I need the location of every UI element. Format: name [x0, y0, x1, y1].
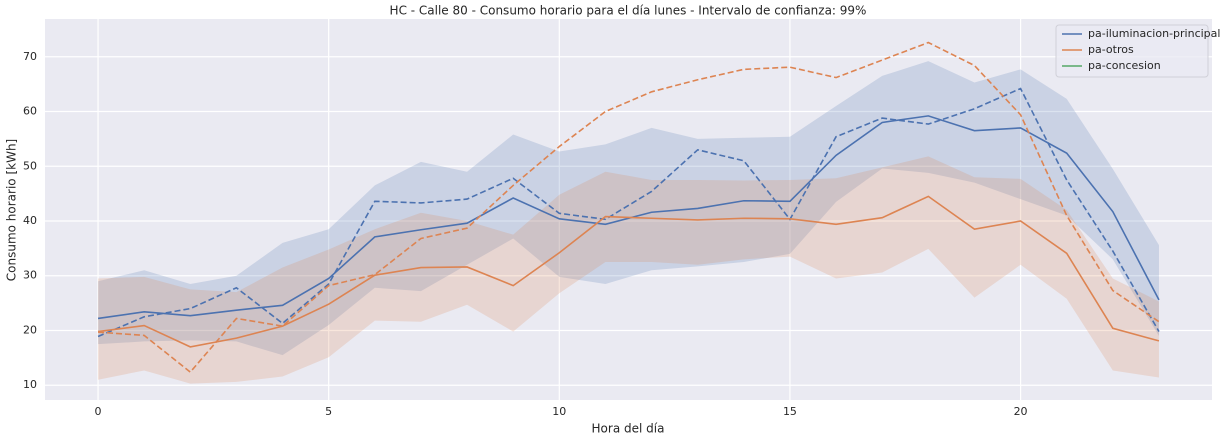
y-tick-label: 30 [23, 269, 37, 282]
x-axis-label: Hora del día [592, 422, 665, 436]
line [97, 115, 1160, 320]
y-tick-label: 70 [23, 50, 37, 63]
legend: pa-iluminacion-principal pa-otros pa-conce… [1055, 24, 1220, 78]
legend-label: pa-concesion [1088, 59, 1161, 72]
x-tick-label: 20 [1014, 405, 1028, 418]
x-tick-label: 10 [552, 405, 566, 418]
y-tick-label: 60 [23, 105, 37, 118]
x-tick-label: 0 [95, 405, 102, 418]
y-tick-label: 20 [23, 323, 37, 336]
y-tick-label: 10 [23, 378, 37, 391]
legend-label: pa-otros [1088, 43, 1134, 56]
legend-box [1055, 24, 1209, 78]
plot-area [45, 19, 1212, 400]
y-axis-label: Consumo horario [kWh] [5, 139, 19, 281]
grid [45, 19, 1212, 400]
legend-label: pa-iluminacion-principal [1088, 27, 1220, 40]
y-tick-label: 50 [23, 159, 37, 172]
marks [97, 41, 1160, 384]
dashed-line [97, 41, 1160, 374]
line [97, 195, 1160, 348]
x-tick-label: 5 [325, 405, 332, 418]
x-tick-label: 15 [783, 405, 797, 418]
dashed-line [97, 87, 1160, 338]
y-tick-label: 40 [23, 214, 37, 227]
chart-title: HC - Calle 80 - Consumo horario para el … [390, 4, 867, 18]
